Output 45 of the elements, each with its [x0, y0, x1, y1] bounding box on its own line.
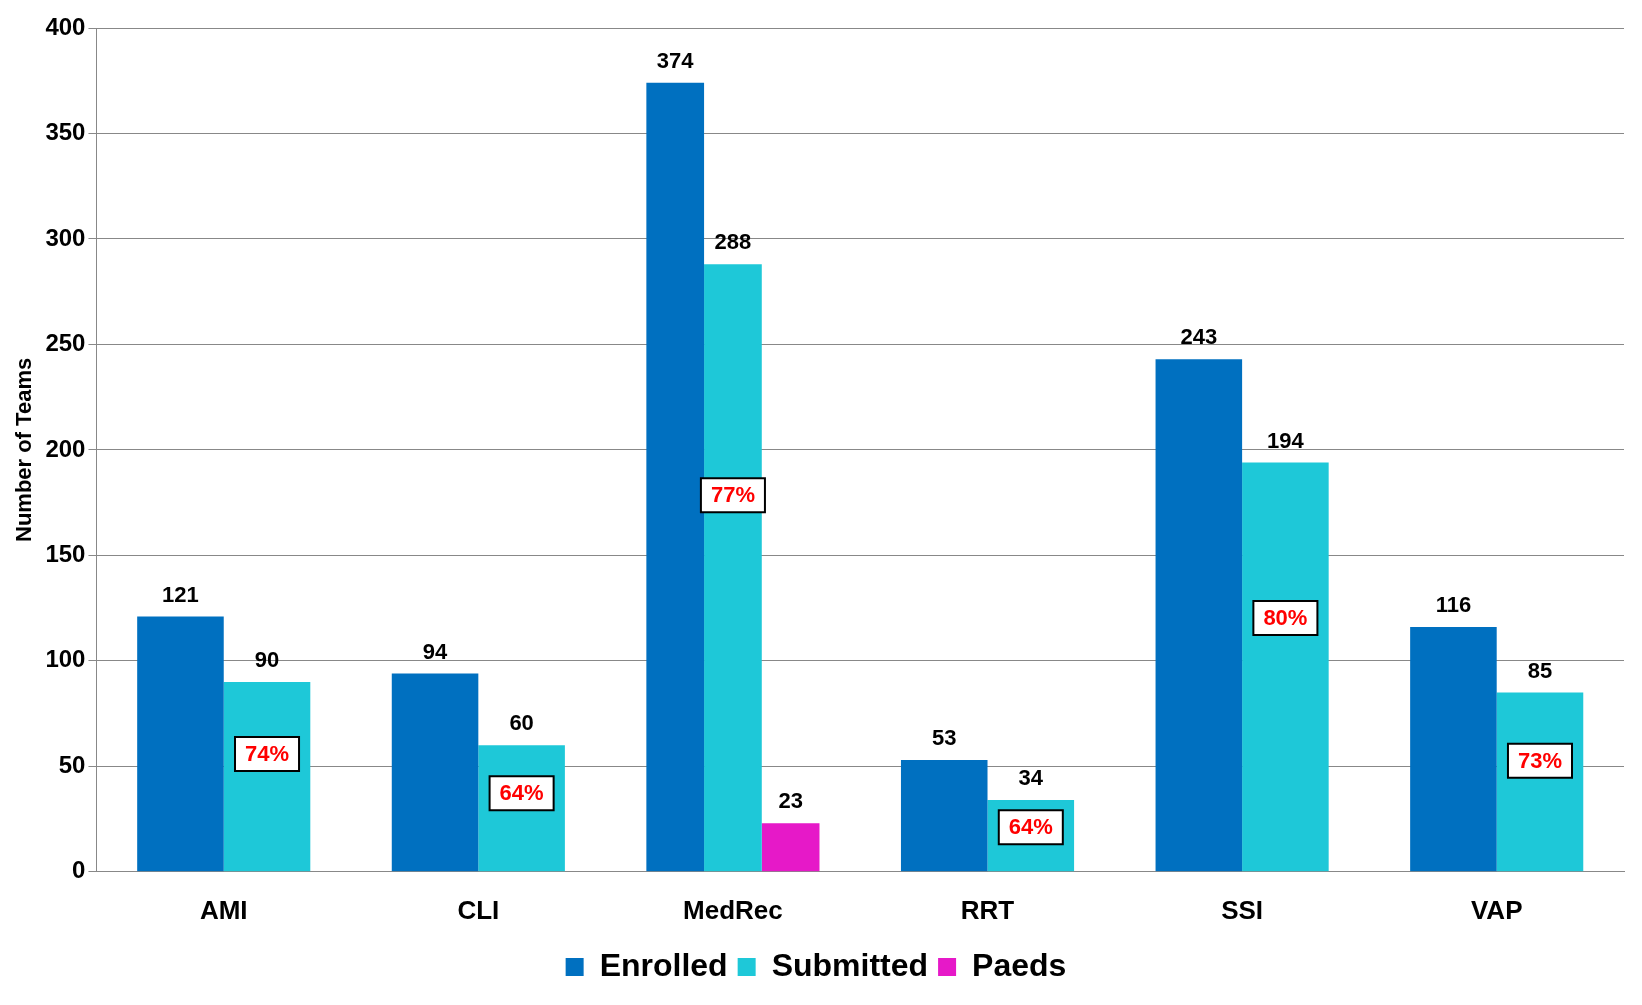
- data-label: 288: [714, 229, 752, 255]
- data-label: 374: [656, 47, 695, 73]
- x-tick-label: CLI: [457, 894, 500, 925]
- bar: [391, 673, 479, 872]
- annotation: 77%: [710, 482, 755, 508]
- y-tick-label: 200: [45, 434, 86, 462]
- bar: [900, 760, 988, 872]
- annotation: 64%: [1008, 814, 1053, 840]
- x-tick-label: SSI: [1221, 894, 1264, 925]
- data-label: 243: [1180, 324, 1218, 350]
- bar: [1155, 359, 1243, 872]
- y-tick-label: 0: [72, 856, 86, 884]
- bar: [137, 616, 224, 872]
- data-label: 53: [931, 725, 957, 751]
- x-tick-label: MedRec: [683, 894, 783, 925]
- y-tick-label: 100: [45, 645, 86, 673]
- x-tick-label: RRT: [960, 894, 1015, 925]
- x-tick-label: AMI: [199, 894, 248, 925]
- y-tick-label: 400: [45, 12, 86, 40]
- bar: [761, 823, 820, 872]
- y-tick-label: 250: [45, 329, 86, 357]
- data-label: 121: [162, 581, 199, 607]
- legend-label: Submitted: [771, 946, 929, 983]
- annotation: 73%: [1517, 747, 1563, 773]
- annotation: 80%: [1263, 605, 1308, 631]
- legend-label: Enrolled: [599, 946, 728, 983]
- annotation: 64%: [499, 780, 544, 806]
- bar: [1410, 627, 1497, 872]
- y-tick-label: 150: [45, 540, 86, 567]
- y-tick-label: 300: [45, 223, 86, 251]
- data-label: 194: [1267, 427, 1305, 453]
- data-label: 94: [422, 638, 449, 664]
- data-label: 60: [509, 710, 534, 736]
- data-label: 85: [1527, 657, 1553, 683]
- y-tick-label: 50: [58, 750, 86, 778]
- y-tick-label: 350: [45, 118, 86, 146]
- y-axis-title: Number of Teams: [11, 357, 37, 542]
- data-label: 23: [778, 788, 803, 814]
- bar: [1242, 462, 1329, 872]
- legend-label: Paeds: [972, 946, 1067, 983]
- data-label: 34: [1018, 765, 1044, 791]
- annotation: 74%: [245, 741, 290, 767]
- data-label: 116: [1435, 592, 1472, 618]
- x-tick-label: VAP: [1470, 894, 1523, 925]
- data-label: 90: [254, 647, 280, 673]
